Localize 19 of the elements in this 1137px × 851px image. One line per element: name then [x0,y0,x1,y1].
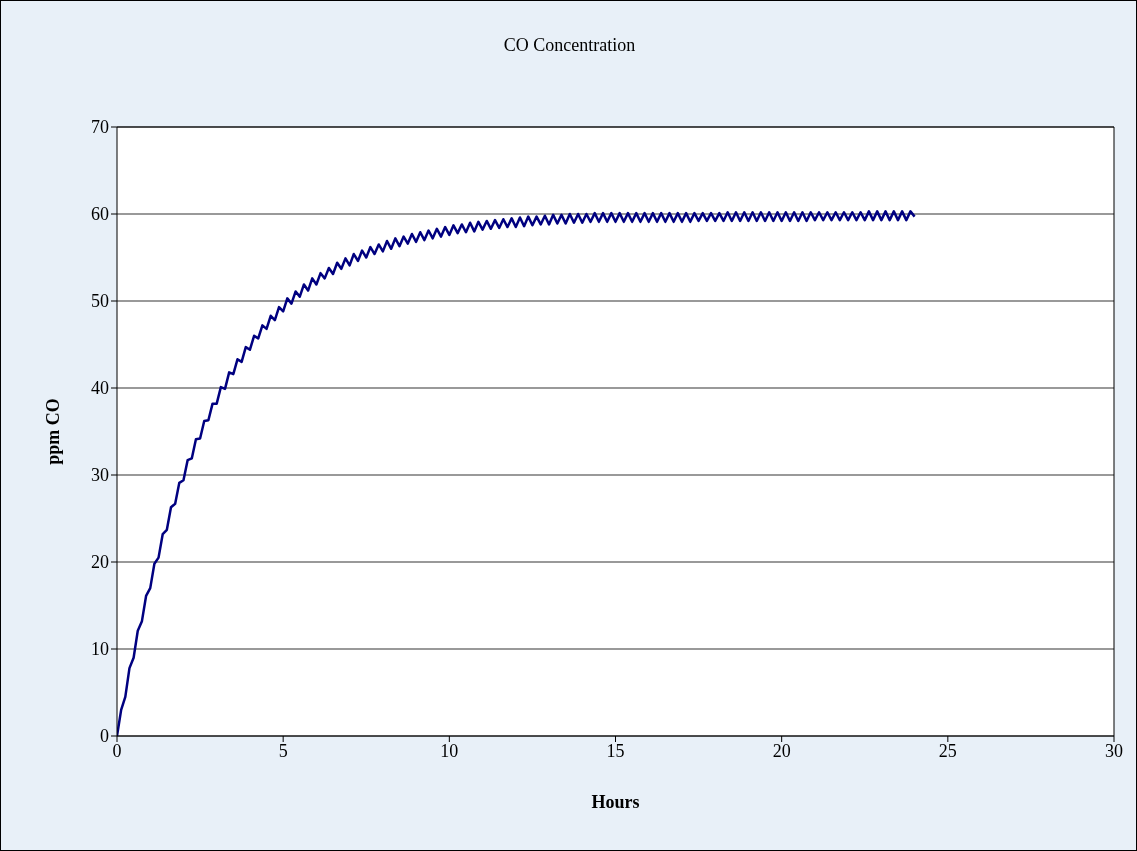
y-axis-title: ppm CO [43,398,64,465]
x-tick-label: 25 [938,740,957,761]
y-tick-label: 70 [91,117,109,138]
y-tick-label: 60 [91,204,109,225]
x-tick-label: 10 [440,740,459,761]
y-tick-label: 30 [91,465,109,486]
x-axis-title: Hours [591,792,640,812]
y-tick-label: 0 [100,726,109,747]
x-tick-label: 30 [1105,740,1123,761]
y-tick-label: 20 [91,552,109,573]
y-tick-label: 40 [91,378,109,399]
x-tick-label: 0 [112,740,122,761]
y-tick-label: 50 [91,291,109,312]
chart-title: CO Concentration [502,35,637,56]
line-series [117,210,916,736]
y-tick-label: 10 [91,639,109,660]
x-tick-label: 15 [606,740,625,761]
x-tick-label: 20 [772,740,791,761]
x-tick-label: 5 [278,740,288,761]
